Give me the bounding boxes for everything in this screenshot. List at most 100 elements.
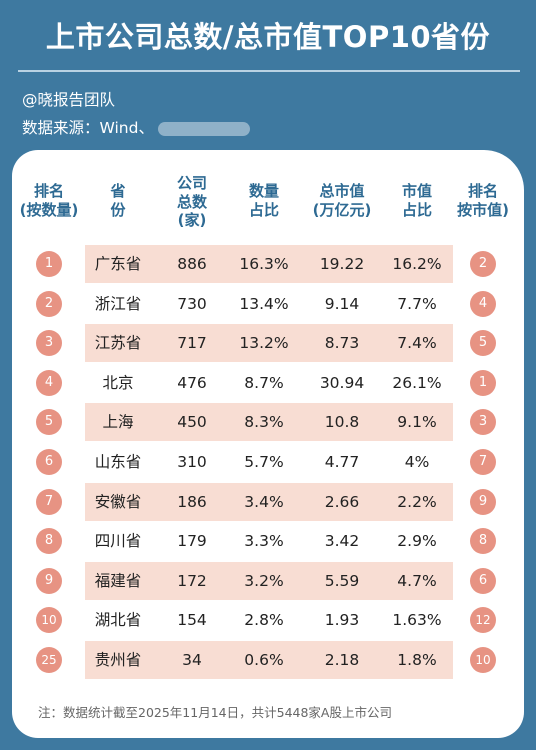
company-count-cell: 450 <box>177 413 207 432</box>
count-share-cell: 3.3% <box>244 532 284 551</box>
market-cap-cell: 10.8 <box>324 413 360 432</box>
page-title: 上市公司总数/总市值TOP10省份 <box>45 20 491 54</box>
market-cap-cell: 1.93 <box>324 611 360 630</box>
row-highlight <box>85 324 453 363</box>
province-name-cell: 北京 <box>102 373 134 392</box>
cap-share-cell: 1.63% <box>392 611 442 630</box>
market-cap-cell: 9.14 <box>324 294 360 313</box>
count-share-cell: 8.3% <box>244 413 284 432</box>
cap-share-cell: 26.1% <box>392 373 442 392</box>
market-cap-cell: 2.18 <box>324 651 360 669</box>
cap-share-cell: 4% <box>404 453 430 471</box>
market-cap-cell: 5.59 <box>324 571 360 590</box>
author-text: @晓报告团队 <box>22 91 116 109</box>
table-row: 3 江苏省 717 13.2% 8.73 7.4% 5 <box>12 324 524 363</box>
rank-by-cap-badge: 4 <box>470 290 496 317</box>
company-count-cell: 886 <box>177 255 207 273</box>
table-row: 4 北京 476 8.7% 30.94 26.1% 1 <box>12 364 524 402</box>
rank-by-count-badge: 5 <box>36 409 62 436</box>
author-credit: @晓报告团队 <box>22 88 115 110</box>
company-count-cell: 154 <box>177 611 207 630</box>
column-header-rank-by-count: 排名 (按数量) <box>19 182 79 219</box>
company-count-cell: 310 <box>177 453 207 471</box>
column-header-market-cap: 总市值 (万亿元) <box>312 182 372 219</box>
market-cap-cell: 19.22 <box>319 255 365 273</box>
province-name-cell: 湖北省 <box>94 611 142 630</box>
rank-by-cap-badge: 8 <box>470 528 496 555</box>
rank-by-count-badge: 7 <box>36 488 62 515</box>
company-count-cell: 717 <box>177 334 207 353</box>
rank-by-count-badge: 2 <box>36 290 62 317</box>
table-row: 8 四川省 179 3.3% 3.42 2.9% 8 <box>12 522 524 560</box>
row-highlight <box>85 561 453 600</box>
market-cap-cell: 4.77 <box>324 453 360 471</box>
cap-share-cell: 16.2% <box>392 255 442 273</box>
count-share-cell: 5.7% <box>244 453 284 471</box>
table-row: 1 广东省 886 16.3% 19.22 16.2% 2 <box>12 245 524 283</box>
rank-by-count-badge: 4 <box>36 369 62 396</box>
column-header-province-name: 省 份 <box>110 182 126 219</box>
cap-share-cell: 1.8% <box>397 651 437 669</box>
province-name-cell: 浙江省 <box>94 294 142 313</box>
province-name-cell: 上海 <box>102 413 134 432</box>
rank-by-count-badge: 6 <box>36 449 62 475</box>
table-row: 25 贵州省 34 0.6% 2.18 1.8% 10 <box>12 641 524 679</box>
rank-by-cap-badge: 5 <box>470 330 496 357</box>
row-highlight <box>85 403 453 442</box>
cap-share-cell: 2.9% <box>397 532 437 551</box>
cap-share-cell: 9.1% <box>397 413 437 432</box>
province-name-cell: 山东省 <box>94 453 142 471</box>
rank-by-cap-badge: 6 <box>470 567 496 594</box>
province-name-cell: 广东省 <box>94 255 142 273</box>
rank-by-cap-badge: 7 <box>470 449 496 475</box>
rank-by-cap-badge: 10 <box>470 647 496 673</box>
market-cap-cell: 8.73 <box>324 334 360 353</box>
province-name-cell: 四川省 <box>94 532 142 551</box>
company-count-cell: 34 <box>182 651 202 669</box>
blurred-watermark <box>157 121 250 136</box>
rank-by-count-badge: 9 <box>36 567 62 594</box>
rank-by-count-badge: 8 <box>36 528 62 555</box>
source-label: 数据来源：Wind、 <box>22 119 154 137</box>
table-row: 9 福建省 172 3.2% 5.59 4.7% 6 <box>12 561 524 600</box>
table-row: 2 浙江省 730 13.4% 9.14 7.7% 4 <box>12 285 524 323</box>
province-name-cell: 福建省 <box>94 571 142 590</box>
table-row: 10 湖北省 154 2.8% 1.93 1.63% 12 <box>12 601 524 639</box>
column-header-cap-share: 市值 占比 <box>401 182 432 219</box>
rank-by-cap-badge: 9 <box>470 488 496 515</box>
count-share-cell: 16.3% <box>239 255 289 273</box>
rank-by-count-badge: 3 <box>36 330 62 357</box>
market-cap-cell: 2.66 <box>324 492 360 511</box>
count-share-cell: 13.2% <box>239 334 289 353</box>
cap-share-cell: 7.4% <box>397 334 437 353</box>
table-row: 6 山东省 310 5.7% 4.77 4% 7 <box>12 443 524 481</box>
province-name-cell: 江苏省 <box>94 334 142 353</box>
cap-share-cell: 4.7% <box>397 571 437 590</box>
count-share-cell: 3.2% <box>244 571 284 590</box>
count-share-cell: 13.4% <box>239 294 289 313</box>
rank-by-cap-badge: 1 <box>470 369 496 396</box>
rank-by-count-badge: 25 <box>36 647 62 673</box>
cap-share-cell: 2.2% <box>397 492 437 511</box>
cap-share-cell: 7.7% <box>397 294 437 313</box>
row-highlight <box>85 641 453 679</box>
table-row: 5 上海 450 8.3% 10.8 9.1% 3 <box>12 403 524 442</box>
company-count-cell: 476 <box>177 373 207 392</box>
count-share-cell: 3.4% <box>244 492 284 511</box>
count-share-cell: 0.6% <box>244 651 284 669</box>
company-count-cell: 186 <box>177 492 207 511</box>
footnote: 注：数据统计截至2025年11月14日，共计5448家A股上市公司 <box>38 705 392 720</box>
market-cap-cell: 3.42 <box>324 532 360 551</box>
title-divider <box>18 70 520 72</box>
column-header-count-share: 数量 占比 <box>248 182 279 219</box>
ranking-table-card: 排名 (按数量) 省 份 公司 总数 (家) 数量 占比 总市值 (万亿元) 市值 占比排… <box>12 150 524 738</box>
count-share-cell: 2.8% <box>244 611 284 630</box>
data-source: 数据来源：Wind、 <box>22 116 250 138</box>
company-count-cell: 172 <box>177 571 207 590</box>
rank-by-cap-badge: 12 <box>470 607 496 634</box>
company-count-cell: 179 <box>177 532 207 551</box>
column-header-rank-by-cap: 排名 按市值) <box>457 182 509 219</box>
rank-by-count-badge: 10 <box>36 607 62 634</box>
count-share-cell: 8.7% <box>244 373 284 392</box>
rank-by-count-badge: 1 <box>36 251 62 277</box>
